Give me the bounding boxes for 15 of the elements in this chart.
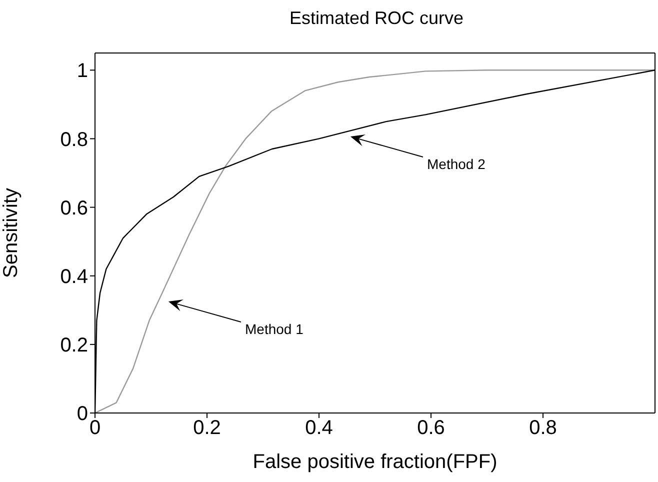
y-axis-title: Sensitivity	[0, 188, 22, 278]
x-tick-label: 0.2	[193, 417, 221, 440]
y-tick-label: 1	[76, 60, 88, 82]
y-tick-label: 0.8	[60, 128, 88, 151]
x-tick-label: 0.8	[529, 417, 557, 440]
x-axis-title: False positive fraction(FPF)	[252, 451, 498, 473]
y-tick-label: 0.2	[60, 334, 88, 357]
chart-title: Estimated ROC curve	[288, 8, 465, 29]
y-tick-label: 0.6	[60, 197, 88, 220]
annotation: Method 2	[427, 156, 486, 172]
x-tick-label: 0.6	[417, 417, 445, 440]
x-tick-label: 0.4	[305, 417, 333, 440]
y-tick-label: 0.4	[60, 266, 88, 288]
y-tick-label: 0	[76, 403, 88, 426]
annotation: Method 1	[245, 321, 304, 337]
